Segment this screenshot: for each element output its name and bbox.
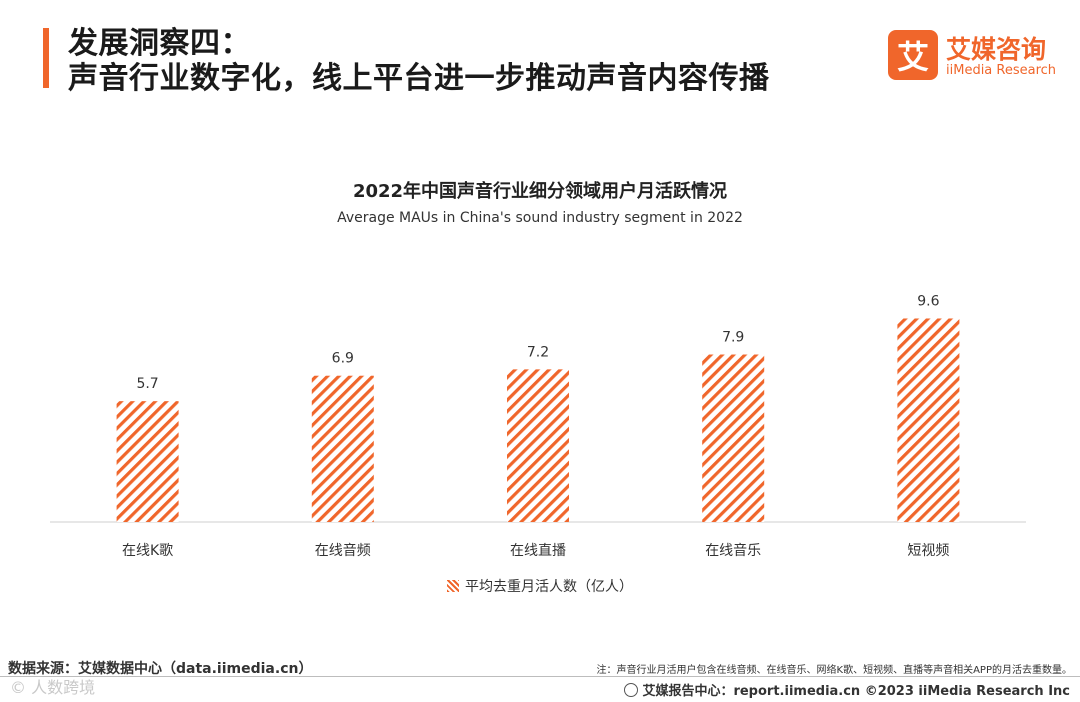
data-label-3: 7.9 bbox=[722, 330, 744, 346]
data-label-4: 9.6 bbox=[917, 293, 939, 309]
data-label-1: 6.9 bbox=[332, 351, 354, 367]
x-tick-label-1: 在线音频 bbox=[315, 542, 371, 559]
legend-label: 平均去重月活人数（亿人） bbox=[465, 579, 633, 595]
chart-legend: 平均去重月活人数（亿人） bbox=[0, 576, 1080, 596]
logo-brand-cn: 艾媒咨询 bbox=[946, 35, 1047, 64]
bar-1 bbox=[311, 375, 374, 522]
logo-brand-en: iiMedia Research bbox=[946, 63, 1057, 78]
data-source: 数据来源：艾媒数据中心（data.iimedia.cn） bbox=[8, 661, 313, 677]
data-label-0: 5.7 bbox=[136, 376, 158, 392]
footer-report-center: 艾媒报告中心：report.iimedia.cn ©2023 iiMedia R… bbox=[624, 680, 1070, 699]
bar-0 bbox=[116, 401, 179, 522]
x-tick-label-3: 在线音乐 bbox=[705, 542, 761, 559]
bar-4 bbox=[897, 318, 960, 522]
footer-report-text: 艾媒报告中心：report.iimedia.cn ©2023 iiMedia R… bbox=[642, 684, 1070, 699]
watermark: © 人数跨境 bbox=[10, 678, 96, 697]
x-tick-label-0: 在线K歌 bbox=[122, 543, 173, 559]
footnote: 注：声音行业月活用户包含在线音频、在线音乐、网络K歌、短视频、直播等声音相关AP… bbox=[596, 665, 1072, 676]
globe-icon bbox=[624, 683, 639, 697]
data-label-2: 7.2 bbox=[527, 344, 549, 360]
page-title-line1: 发展洞察四： bbox=[68, 26, 251, 61]
bar-2 bbox=[507, 369, 569, 522]
iimedia-logo-icon: 艾 bbox=[888, 30, 938, 80]
legend-swatch bbox=[447, 580, 459, 592]
x-tick-label-2: 在线直播 bbox=[510, 542, 566, 559]
title-accent-bar bbox=[43, 28, 49, 88]
bar-3 bbox=[702, 354, 765, 522]
chart-title: 2022年中国声音行业细分领域用户月活跃情况 bbox=[352, 181, 728, 202]
page-title-line2: 声音行业数字化，线上平台进一步推动声音内容传播 bbox=[68, 61, 770, 96]
footer-divider bbox=[0, 676, 1080, 677]
chart-subtitle: Average MAUs in China's sound industry s… bbox=[337, 210, 743, 226]
x-tick-label-4: 短视频 bbox=[907, 543, 949, 559]
